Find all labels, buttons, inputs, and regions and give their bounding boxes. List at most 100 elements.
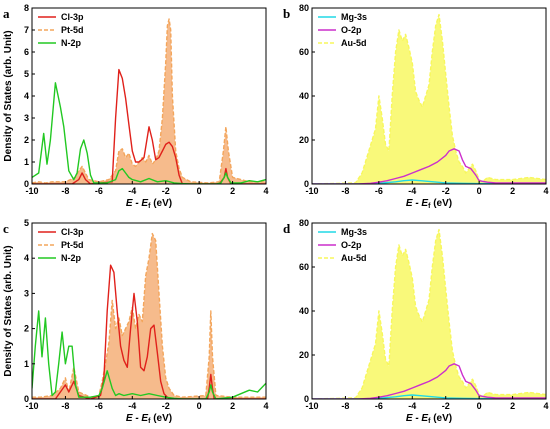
- legend: Cl-3p Pt-5d N-2p: [38, 227, 84, 263]
- panel-letter: c: [3, 221, 9, 236]
- y-tick-label: 20: [299, 135, 309, 145]
- x-tick-label: 2: [510, 401, 515, 411]
- panel-letter: b: [283, 6, 290, 21]
- plot-frame: [31, 222, 267, 400]
- x-tick-label: -10: [305, 401, 318, 411]
- x-tick-label: -2: [162, 401, 170, 411]
- series-o-2p-line: [312, 363, 546, 399]
- x-tick-label: -8: [61, 186, 69, 196]
- series-au-5d-fill: [312, 14, 546, 184]
- x-tick-label: -4: [128, 186, 136, 196]
- legend: Mg-3s O-2p Au-5d: [318, 227, 367, 263]
- x-tick-label: -2: [442, 401, 450, 411]
- x-tick-label: -10: [25, 401, 38, 411]
- x-tick-label: 0: [477, 186, 482, 196]
- y-tick-label: 5: [24, 69, 29, 79]
- x-tick-label: -8: [61, 401, 69, 411]
- legend-label-n-2p: N-2p: [61, 38, 82, 48]
- series-pt-5d-line: [32, 18, 266, 184]
- x-tick-label: -6: [375, 186, 383, 196]
- y-tick-label: 40: [299, 91, 309, 101]
- x-tick-label: -10: [25, 186, 38, 196]
- legend: Mg-3s O-2p Au-5d: [318, 12, 367, 48]
- y-axis-title: Density of States (arb. Unit): [3, 245, 14, 376]
- y-tick-label: 60: [299, 47, 309, 57]
- series-au-5d-fill: [312, 229, 546, 399]
- panel-c: -10 -8 -6 -4 -2 0 2 4 0 1 2 3 4 5 E - Ef (eV) Density o…: [3, 218, 269, 425]
- y-tick-label: 0: [24, 179, 29, 189]
- series-pt-5d-line: [32, 232, 266, 398]
- x-tick-label: -4: [128, 401, 136, 411]
- x-tick-label: -6: [95, 186, 103, 196]
- y-tick-label: 2: [24, 135, 29, 145]
- series-au-5d-line: [312, 228, 546, 399]
- x-tick-label: -2: [442, 186, 450, 196]
- x-tick-label: -8: [341, 401, 349, 411]
- x-tick-label: -6: [95, 401, 103, 411]
- y-tick-label: 7: [24, 25, 29, 35]
- y-tick-label: 60: [299, 262, 309, 272]
- legend-label-au-5d: Au-5d: [341, 38, 367, 48]
- x-tick-label: 2: [230, 401, 235, 411]
- legend-label-au-5d: Au-5d: [341, 253, 367, 263]
- y-tick-label: 40: [299, 306, 309, 316]
- y-tick-label: 4: [24, 253, 29, 263]
- y-tick-label: 5: [24, 218, 29, 228]
- x-tick-label: -4: [408, 401, 416, 411]
- x-tick-label: 0: [477, 401, 482, 411]
- x-tick-label: 4: [543, 186, 548, 196]
- x-tick-label: 0: [197, 401, 202, 411]
- x-axis-title: E - Ef (eV): [406, 198, 452, 210]
- x-tick-label: 2: [230, 186, 235, 196]
- series-n-2p-line: [32, 82, 266, 184]
- legend-label-cl-3p: Cl-3p: [61, 227, 84, 237]
- y-tick-label: 1: [24, 157, 29, 167]
- y-tick-label: 3: [24, 288, 29, 298]
- y-axis-title: Density of States (arb. Unit): [3, 30, 14, 161]
- plot-area: [32, 18, 266, 184]
- x-tick-label: -6: [375, 401, 383, 411]
- x-axis-title: E - Ef (eV): [126, 198, 172, 210]
- y-tick-label: 2: [24, 324, 29, 334]
- x-tick-label: 0: [197, 186, 202, 196]
- y-tick-label: 80: [299, 218, 309, 228]
- legend-label-cl-3p: Cl-3p: [61, 12, 84, 22]
- series-au-5d-line: [312, 13, 546, 184]
- x-tick-label: -8: [341, 186, 349, 196]
- panel-letter: a: [3, 6, 10, 21]
- legend-label-pt-5d: Pt-5d: [61, 240, 84, 250]
- panel-a: -10 -8 -6 -4 -2 0 2 4 0 1 2 3 4 5 6 7 8 E - Ef (eV) Densit…: [3, 3, 269, 210]
- series-pt-5d-fill: [32, 233, 266, 399]
- x-axis-title: E - Ef (eV): [126, 413, 172, 425]
- y-tick-label: 4: [24, 91, 29, 101]
- panel-letter: d: [283, 221, 291, 236]
- legend-label-pt-5d: Pt-5d: [61, 25, 84, 35]
- y-tick-label: 80: [299, 3, 309, 13]
- x-tick-label: -2: [162, 186, 170, 196]
- x-axis-title: E - Ef (eV): [406, 413, 452, 425]
- series-o-2p-line: [312, 148, 546, 184]
- series-n-2p-line: [32, 310, 266, 399]
- legend-label-mg-3s: Mg-3s: [341, 227, 367, 237]
- x-tick-label: 4: [543, 401, 548, 411]
- x-tick-label: -10: [305, 186, 318, 196]
- y-tick-label: 0: [304, 179, 309, 189]
- x-tick-label: 2: [510, 186, 515, 196]
- y-tick-label: 6: [24, 47, 29, 57]
- x-tick-label: 4: [263, 186, 268, 196]
- x-tick-label: 4: [263, 401, 268, 411]
- legend-label-o-2p: O-2p: [341, 25, 362, 35]
- legend-label-n-2p: N-2p: [61, 253, 82, 263]
- y-tick-label: 3: [24, 113, 29, 123]
- legend-label-mg-3s: Mg-3s: [341, 12, 367, 22]
- legend: Cl-3p Pt-5d N-2p: [38, 12, 84, 48]
- y-tick-label: 1: [24, 359, 29, 369]
- y-tick-label: 0: [304, 394, 309, 404]
- y-tick-label: 20: [299, 350, 309, 360]
- y-tick-label: 8: [24, 3, 29, 13]
- y-tick-label: 0: [24, 394, 29, 404]
- plot-area: [32, 232, 266, 399]
